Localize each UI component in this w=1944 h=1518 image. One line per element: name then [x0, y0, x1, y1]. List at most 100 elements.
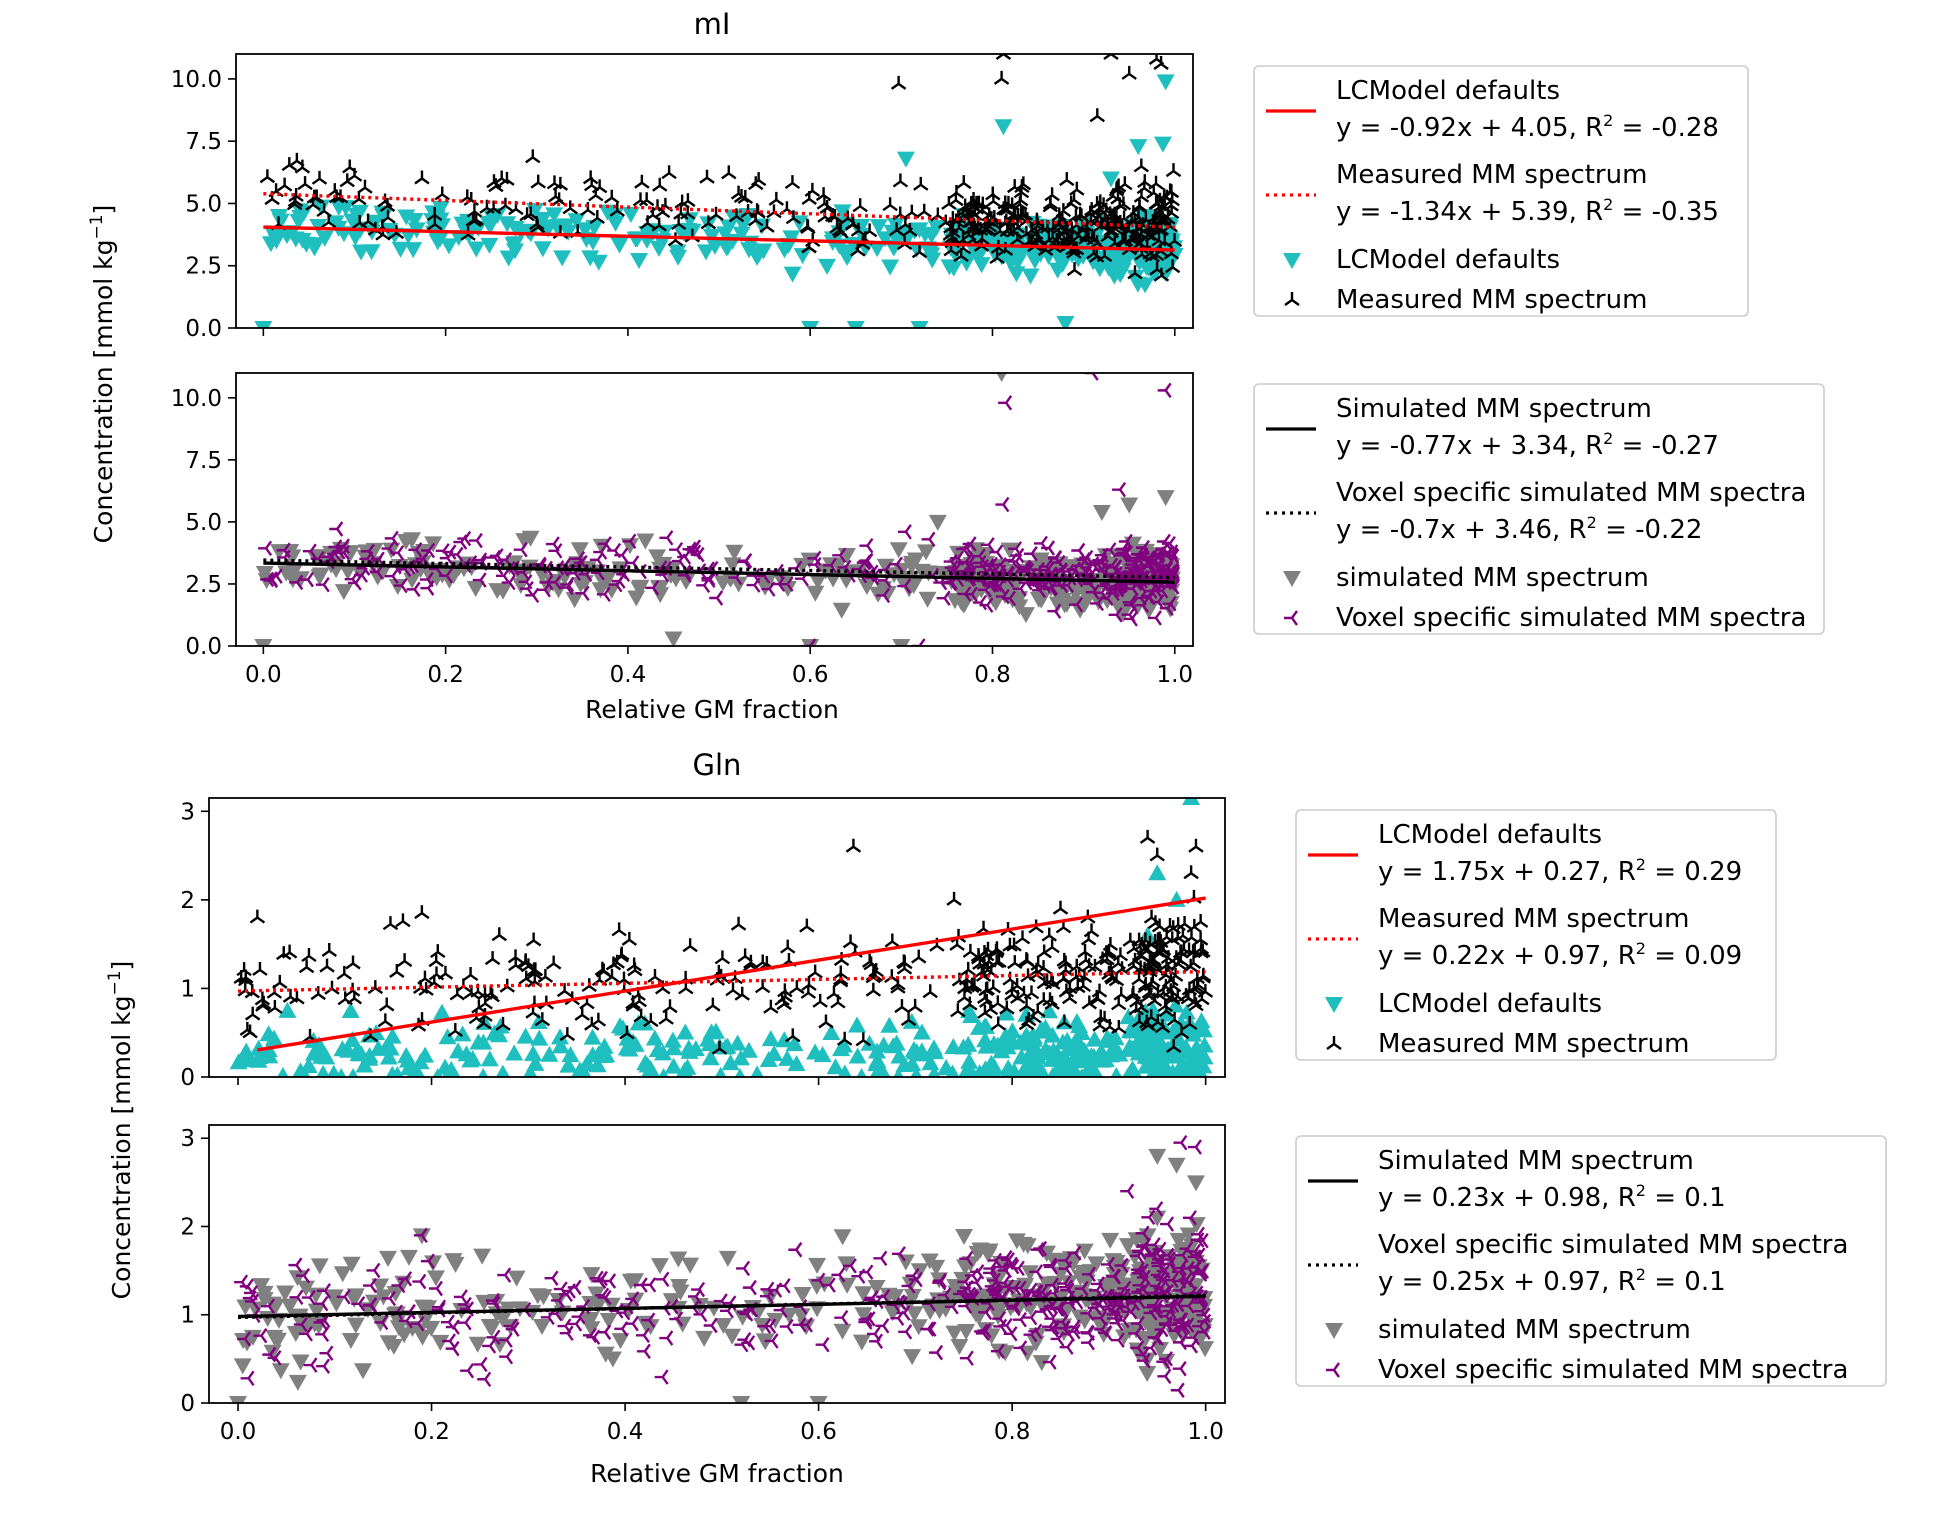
data-point	[1155, 541, 1170, 557]
data-point	[396, 953, 413, 968]
data-point	[1173, 1025, 1190, 1040]
data-point	[736, 1260, 751, 1277]
data-point	[858, 1311, 873, 1328]
data-point	[1003, 1022, 1022, 1039]
data-point	[1121, 65, 1137, 80]
data-point	[980, 221, 996, 236]
x-tick-label: 0.4	[607, 1419, 644, 1445]
data-point	[290, 203, 309, 220]
data-point	[363, 1277, 377, 1294]
data-point	[333, 1040, 352, 1057]
data-point	[681, 1257, 700, 1274]
data-point	[1125, 958, 1142, 973]
data-point	[1133, 188, 1150, 203]
data-point	[896, 151, 915, 168]
data-point	[776, 996, 792, 1011]
y-tick-label: 5.0	[185, 510, 222, 536]
fit-line	[237, 969, 1206, 993]
data-point	[605, 956, 622, 971]
legend-label: Measured MM spectrum	[1378, 904, 1689, 934]
fit-line	[263, 558, 1175, 580]
data-point	[1114, 1257, 1129, 1274]
data-point	[410, 1316, 425, 1332]
data-point	[346, 1317, 365, 1334]
data-point	[1018, 225, 1035, 240]
data-point	[480, 1050, 499, 1067]
data-point	[1164, 259, 1181, 274]
data-point	[647, 968, 663, 983]
data-point	[873, 1250, 888, 1266]
data-point	[1091, 983, 1108, 998]
data-point	[413, 1227, 428, 1244]
data-point	[944, 260, 963, 277]
data-point	[972, 955, 988, 970]
data-point	[518, 953, 534, 968]
data-point	[714, 950, 731, 965]
data-point	[905, 1268, 920, 1284]
data-point	[960, 1001, 979, 1018]
data-point	[482, 1320, 501, 1337]
data-point	[300, 1068, 311, 1077]
data-point	[1100, 1256, 1115, 1273]
data-point	[254, 639, 273, 646]
data-point	[1029, 1057, 1048, 1074]
plot-frame	[235, 53, 1194, 329]
data-point	[1026, 1335, 1045, 1352]
data-point	[687, 544, 702, 560]
plot-area	[229, 1134, 1215, 1403]
data-point	[721, 165, 737, 180]
data-point	[305, 1044, 324, 1061]
data-point	[1196, 1341, 1215, 1358]
data-point	[1128, 1342, 1147, 1359]
data-point	[1175, 927, 1191, 942]
data-point	[449, 546, 464, 563]
data-point	[405, 212, 424, 229]
data-point	[1136, 1275, 1155, 1292]
legend-label: LCModel defaults	[1378, 820, 1602, 850]
data-point	[860, 1034, 879, 1051]
data-point	[995, 588, 1010, 605]
data-point	[560, 576, 575, 593]
data-point	[599, 1313, 618, 1330]
data-point	[950, 1339, 969, 1356]
data-point	[404, 242, 423, 259]
data-point	[780, 939, 796, 954]
data-point	[889, 556, 903, 572]
data-point	[1166, 996, 1185, 1013]
data-point	[848, 1047, 867, 1064]
scatter-series	[254, 373, 1181, 646]
data-point	[847, 1016, 866, 1033]
data-point	[583, 177, 600, 192]
data-point	[289, 574, 304, 591]
data-point	[971, 548, 986, 564]
data-point	[302, 543, 317, 559]
data-point	[822, 557, 837, 574]
data-point	[468, 532, 483, 549]
data-point	[1012, 1311, 1027, 1328]
data-point	[432, 218, 451, 235]
data-point	[575, 585, 590, 601]
data-point	[869, 1333, 884, 1349]
data-point	[1135, 597, 1150, 613]
data-point	[670, 216, 687, 231]
data-point	[1007, 266, 1026, 283]
data-point	[277, 1066, 289, 1077]
data-point	[505, 1321, 520, 1337]
legend-marker	[1283, 253, 1301, 269]
legend-item: simulated MM spectrum	[1283, 563, 1649, 593]
data-point	[645, 580, 660, 596]
data-point	[1110, 1066, 1122, 1077]
data-point	[1151, 918, 1168, 933]
data-point	[1183, 865, 1199, 880]
data-point	[1191, 1247, 1206, 1263]
data-point	[339, 173, 355, 188]
data-point	[609, 202, 625, 217]
data-point	[730, 185, 747, 200]
data-point	[559, 1027, 576, 1042]
data-point	[1138, 926, 1157, 943]
data-point	[957, 1324, 976, 1341]
data-point	[457, 1314, 472, 1331]
legend-item: Measured MM spectrum	[1326, 1029, 1689, 1059]
data-point	[807, 556, 822, 573]
data-point	[589, 210, 606, 225]
